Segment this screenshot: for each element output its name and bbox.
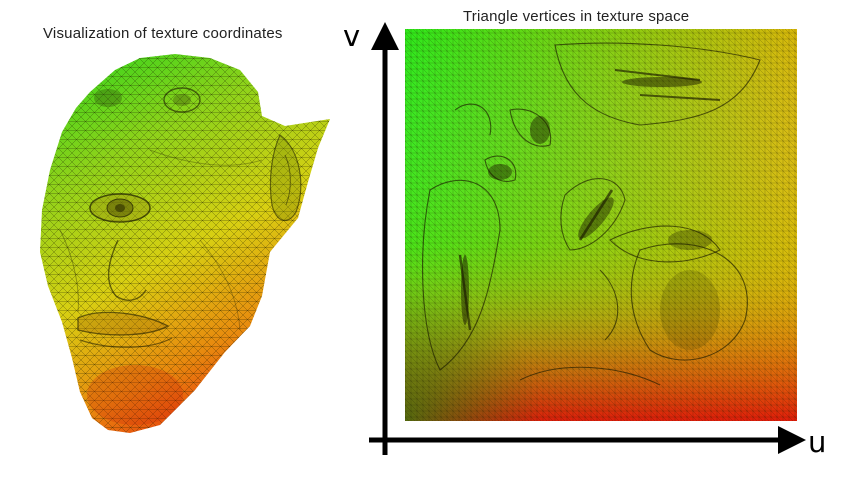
face-ear xyxy=(269,134,302,222)
uv-island-right xyxy=(630,243,748,361)
uv-island-top xyxy=(554,42,761,126)
uv-island-small xyxy=(509,108,552,147)
u-axis-label: u xyxy=(808,425,827,459)
uv-mesh xyxy=(405,29,797,421)
face-mesh-model xyxy=(40,54,330,433)
v-axis-arrowhead xyxy=(371,22,399,50)
forehead-bump xyxy=(163,87,201,113)
right-panel-title: Triangle vertices in texture space xyxy=(463,8,690,25)
head-horn xyxy=(94,89,122,107)
uv-axes xyxy=(369,22,806,455)
uv-island-center-eye xyxy=(560,178,626,251)
v-axis-label: v xyxy=(343,19,361,53)
left-panel-title: Visualization of texture coordinates xyxy=(43,25,283,42)
uv-island-left xyxy=(422,179,501,371)
u-axis-arrowhead xyxy=(778,426,806,454)
face-eye xyxy=(89,193,151,223)
face-nose xyxy=(108,239,147,301)
face-mouth xyxy=(77,311,173,348)
texture-space-chart xyxy=(369,22,806,455)
